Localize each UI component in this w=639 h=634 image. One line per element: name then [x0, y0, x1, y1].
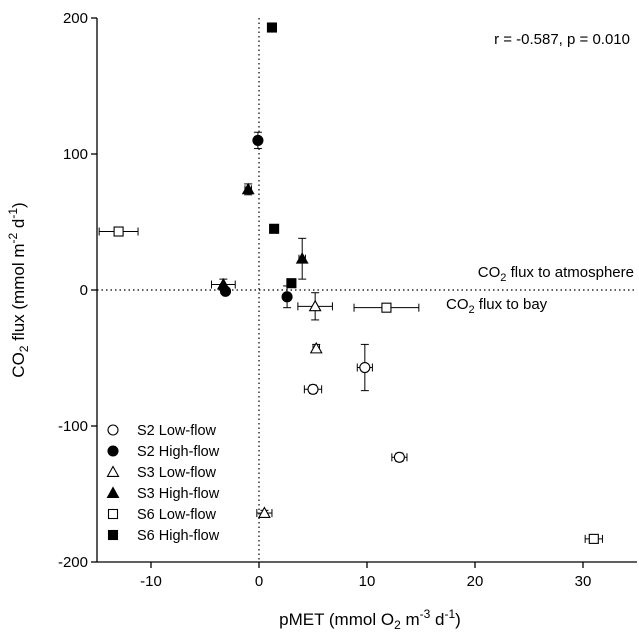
legend-label-s2-low-flow: S2 Low-flow — [137, 423, 217, 439]
x-axis-title: pMET (mmol O2 m-3 d-1) — [279, 607, 461, 632]
legend-marker-s3-high-flow — [106, 486, 120, 498]
legend-label-s3-high-flow: S3 High-flow — [137, 486, 220, 502]
point-s6-high-flow-1 — [269, 223, 280, 234]
correlation-annotation: r = -0.587, p = 0.010 — [494, 31, 630, 48]
point-s6-high-flow-0 — [266, 22, 278, 33]
point-s3-high-flow-0 — [241, 182, 255, 195]
point-s2-low-flow-2 — [393, 451, 405, 463]
reference-lines — [97, 18, 637, 562]
legend-marker-s2-high-flow — [107, 445, 119, 457]
legend-label-s3-low-flow: S3 Low-flow — [137, 465, 217, 481]
legend-label-s6-low-flow: S6 Low-flow — [137, 507, 217, 523]
x-tick-label: 30 — [575, 573, 592, 590]
y-tick-label: -100 — [58, 418, 88, 435]
y-tick-label: -200 — [58, 554, 88, 571]
atmosphere-annotation: CO2 flux to atmosphere — [478, 264, 634, 284]
legend-label-s6-high-flow: S6 High-flow — [137, 528, 220, 544]
y-axis-title: CO2 flux (mmol m-2 d-1) — [6, 202, 31, 377]
point-s3-high-flow-2 — [295, 252, 309, 264]
legend-label-s2-high-flow: S2 High-flow — [137, 444, 220, 460]
point-s6-low-flow-0 — [113, 226, 124, 237]
point-s2-low-flow-1 — [359, 361, 371, 374]
point-s2-high-flow-2 — [281, 291, 293, 303]
point-s3-high-flow-1 — [216, 277, 230, 290]
y-tick-label: 200 — [63, 10, 88, 27]
point-s3-low-flow-0 — [308, 299, 322, 312]
legend-marker-s2-low-flow — [107, 424, 119, 436]
point-s2-high-flow-0 — [252, 134, 264, 146]
point-s3-low-flow-1 — [309, 341, 323, 354]
x-tick-label: 20 — [467, 573, 484, 590]
data-points — [113, 22, 599, 544]
y-tick-label: 100 — [63, 146, 88, 163]
point-s3-low-flow-2 — [257, 506, 271, 518]
legend-marker-s6-high-flow — [107, 529, 119, 541]
bay-annotation: CO2 flux to bay — [446, 296, 548, 316]
point-s6-low-flow-2 — [588, 533, 599, 544]
legend-marker-s3-low-flow — [106, 465, 120, 477]
legend: S2 Low-flow S2 High-flow S3 Low-flow S3 Hig… — [106, 423, 220, 544]
legend-marker-s6-low-flow — [107, 508, 119, 520]
point-s6-low-flow-1 — [381, 302, 392, 313]
x-tick-label: -10 — [140, 573, 162, 590]
point-s2-low-flow-0 — [307, 383, 319, 395]
x-tick-label: 0 — [255, 573, 263, 590]
x-tick-label: 10 — [359, 573, 376, 590]
point-s6-high-flow-2 — [286, 278, 297, 289]
y-tick-label: 0 — [80, 282, 88, 299]
